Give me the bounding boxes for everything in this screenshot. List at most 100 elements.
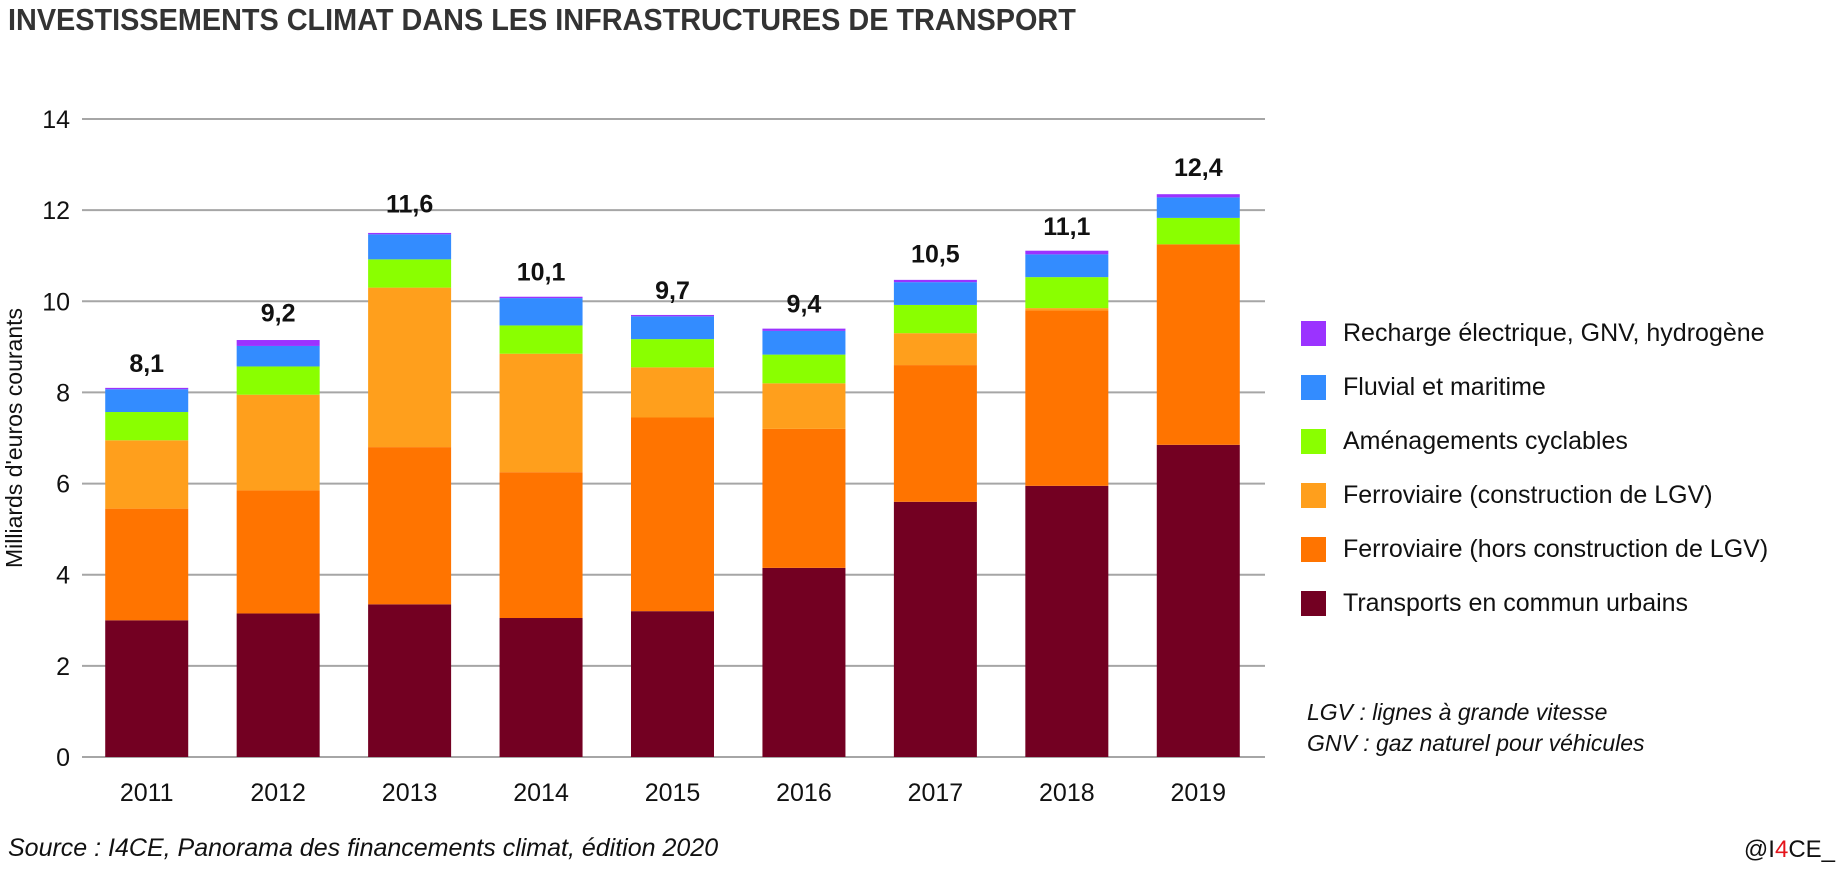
legend-label: Ferroviaire (hors construction de LGV) (1343, 534, 1769, 563)
bar-segment (631, 316, 714, 340)
bar-segment (631, 611, 714, 757)
total-labels: 8,1 9,2 11,6 10,1 9,7 9,4 10,5 11,1 12,4 (129, 154, 1222, 378)
y-tick-label: 2 (56, 653, 70, 681)
bar-segment (368, 259, 452, 288)
bar-segment (762, 328, 846, 331)
bar-segment (499, 472, 583, 619)
legend-swatch (1301, 590, 1326, 616)
bar-segment (368, 447, 452, 605)
legend-item-transports-urbains: Transports en commun urbains (1301, 588, 1688, 618)
x-tick-label: 2011 (120, 779, 174, 807)
bar-segment (236, 490, 320, 614)
bar-segment (893, 279, 977, 283)
y-tick-label: 8 (56, 379, 70, 407)
bar-stack-2019 (1156, 194, 1240, 757)
bar-segment (762, 330, 846, 355)
total-label: 9,4 (787, 291, 822, 319)
bar-segment (499, 325, 583, 354)
bar-segment (893, 304, 977, 334)
bar-segment (368, 604, 452, 757)
x-tick-label: 2019 (1170, 779, 1226, 807)
bar-segment (1025, 308, 1109, 311)
legend-item-lgv: Ferroviaire (construction de LGV) (1301, 480, 1713, 510)
legend-label: Recharge électrique, GNV, hydrogène (1343, 318, 1765, 347)
chart-title: INVESTISSEMENTS CLIMAT DANS LES INFRASTR… (8, 2, 1076, 37)
total-label: 10,1 (517, 259, 566, 287)
legend-item-ferroviaire-hors-lgv: Ferroviaire (hors construction de LGV) (1301, 534, 1768, 564)
bar-segment (236, 345, 320, 367)
bar-segment (1156, 244, 1240, 445)
bar-segment (893, 365, 977, 502)
legend-swatch (1301, 536, 1326, 562)
bar-segment (368, 287, 452, 448)
legend-swatch (1301, 482, 1326, 508)
legend-item-recharge: Recharge électrique, GNV, hydrogène (1301, 318, 1765, 348)
bar-segment (1025, 277, 1109, 309)
bar-segment (1025, 254, 1109, 278)
total-label: 8,1 (129, 350, 164, 378)
y-axis-ticks: 0 2 4 6 8 10 12 14 (42, 106, 70, 772)
note-gnv: GNV : gaz naturel pour véhicules (1307, 730, 1645, 756)
bar-stack-2016 (762, 328, 846, 757)
legend-swatch (1301, 320, 1326, 346)
y-tick-label: 6 (56, 471, 70, 499)
bar-segment (893, 282, 977, 305)
legend-item-fluvial: Fluvial et maritime (1301, 372, 1546, 402)
bar-segment (762, 428, 846, 568)
legend-label: Aménagements cyclables (1343, 426, 1628, 455)
bar-stack-2013 (368, 232, 452, 757)
brand-suffix: CE_ (1788, 836, 1835, 863)
bar-segment (368, 234, 452, 260)
legend-label: Transports en commun urbains (1343, 588, 1689, 617)
bar-segment (105, 387, 189, 390)
bar-stack-2014 (499, 296, 583, 757)
bar-segment (105, 620, 189, 757)
bars (105, 194, 1240, 757)
bar-stack-2012 (236, 340, 320, 757)
total-label: 9,7 (655, 277, 690, 305)
bar-segment (893, 501, 977, 757)
legend-label: Ferroviaire (construction de LGV) (1343, 480, 1713, 509)
bar-stack-2018 (1025, 250, 1109, 757)
bar-segment (762, 354, 846, 384)
brand-handle: @I4CE_ (1744, 836, 1835, 864)
bar-segment (368, 232, 452, 235)
legend-swatch (1301, 374, 1326, 400)
legend-swatch (1301, 428, 1326, 454)
bar-segment (499, 296, 583, 299)
note-lgv: LGV : lignes à grande vitesse (1307, 699, 1608, 725)
brand-accent: 4 (1774, 836, 1789, 863)
y-axis-label: Milliards d'euros courants (1, 308, 27, 568)
bar-segment (105, 508, 189, 621)
y-tick-label: 0 (56, 744, 70, 772)
y-tick-label: 4 (56, 562, 70, 590)
bar-segment (236, 394, 320, 491)
bar-segment (1156, 444, 1240, 757)
y-tick-label: 14 (42, 106, 70, 134)
bar-segment (105, 412, 189, 441)
x-tick-label: 2015 (645, 779, 701, 807)
bar-segment (1025, 485, 1109, 757)
bar-segment (762, 567, 846, 757)
source-caption: Source : I4CE, Panorama des financements… (8, 834, 719, 862)
y-tick-label: 10 (42, 288, 70, 316)
legend-item-cyclables: Aménagements cyclables (1301, 426, 1628, 456)
bar-segment (1025, 250, 1109, 255)
y-tick-label: 12 (42, 197, 70, 225)
brand-prefix: @I (1743, 836, 1775, 863)
bar-segment (236, 366, 320, 395)
total-label: 11,1 (1043, 213, 1090, 241)
bar-segment (105, 440, 189, 509)
bar-segment (631, 367, 714, 418)
abbreviation-notes: LGV : lignes à grande vitesse GNV : gaz … (1307, 697, 1645, 759)
x-axis-ticks: 2011 2012 2013 2014 2015 2016 2017 2018 2019 (120, 779, 1226, 807)
bar-segment (236, 340, 320, 346)
x-tick-label: 2017 (908, 779, 964, 807)
bar-segment (1156, 197, 1240, 218)
total-label: 10,5 (911, 241, 960, 269)
bar-segment (1025, 310, 1109, 486)
x-tick-label: 2018 (1039, 779, 1095, 807)
x-tick-label: 2016 (776, 779, 832, 807)
bar-segment (236, 613, 320, 757)
